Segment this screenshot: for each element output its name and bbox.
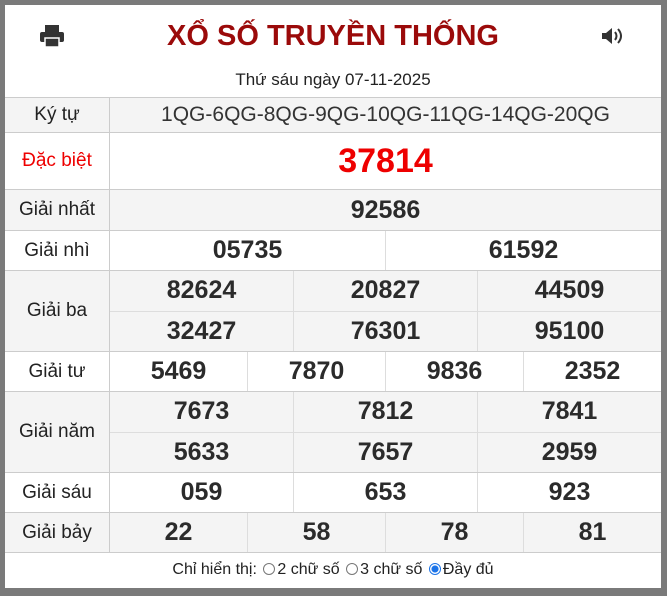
row-ky-tu: Ký tự 1QG-6QG-8QG-9QG-10QG-11QG-14QG-20Q… bbox=[5, 98, 661, 133]
display-filter: Chỉ hiển thị: 2 chữ số 3 chữ số Đầy đủ bbox=[5, 553, 661, 587]
row-giai-ba: Giải ba 82624 20827 44509 32427 76301 95… bbox=[5, 271, 661, 352]
row-label: Giải tư bbox=[5, 352, 110, 391]
lottery-panel: XỔ SỐ TRUYỀN THỐNG Thứ sáu ngày 07-11-20… bbox=[5, 5, 661, 588]
row-giai-sau: Giải sáu 059 653 923 bbox=[5, 473, 661, 513]
draw-date: Thứ sáu ngày 07-11-2025 bbox=[235, 70, 431, 89]
prize-number: 81 bbox=[523, 513, 661, 552]
page-title: XỔ SỐ TRUYỀN THỐNG bbox=[167, 20, 499, 52]
filter-label: Chỉ hiển thị: bbox=[172, 561, 257, 578]
radio-full[interactable] bbox=[428, 563, 441, 575]
prize-number: 61592 bbox=[385, 231, 661, 270]
option-label[interactable]: Đầy đủ bbox=[442, 561, 494, 578]
prize-number: 78 bbox=[385, 513, 523, 552]
row-label: Giải ba bbox=[5, 271, 110, 351]
results-table: Ký tự 1QG-6QG-8QG-9QG-10QG-11QG-14QG-20Q… bbox=[5, 97, 661, 553]
prize-number: 7870 bbox=[247, 352, 385, 391]
prize-number: 95100 bbox=[477, 311, 661, 351]
row-giai-nhi: Giải nhì 05735 61592 bbox=[5, 231, 661, 271]
option-label[interactable]: 3 chữ số bbox=[360, 561, 423, 578]
radio-3-digits[interactable] bbox=[346, 563, 359, 575]
row-label: Ký tự bbox=[5, 98, 110, 132]
prize-number: 653 bbox=[293, 473, 477, 512]
prize-number: 82624 bbox=[166, 276, 237, 305]
option-label[interactable]: 2 chữ số bbox=[277, 561, 340, 578]
prize-number: 22 bbox=[164, 518, 193, 546]
row-label: Đặc biệt bbox=[5, 133, 110, 189]
ky-tu-value: 1QG-6QG-8QG-9QG-10QG-11QG-14QG-20QG bbox=[161, 103, 610, 126]
prize-number: 58 bbox=[247, 513, 385, 552]
row-label: Giải bảy bbox=[5, 513, 110, 552]
prize-number: 7841 bbox=[477, 392, 661, 432]
header: XỔ SỐ TRUYỀN THỐNG bbox=[5, 5, 661, 67]
radio-2-digits[interactable] bbox=[263, 563, 276, 575]
prize-number: 9836 bbox=[385, 352, 523, 391]
special-prize-number: 37814 bbox=[338, 141, 433, 180]
prize-number: 2352 bbox=[523, 352, 661, 391]
prize-number: 5469 bbox=[150, 357, 207, 385]
prize-number: 7812 bbox=[293, 392, 477, 432]
row-giai-bay: Giải bảy 22 58 78 81 bbox=[5, 513, 661, 553]
row-label: Giải nhì bbox=[5, 231, 110, 270]
prize-number: 92586 bbox=[350, 195, 421, 224]
prize-number: 7673 bbox=[173, 397, 230, 426]
prize-number: 32427 bbox=[166, 316, 237, 345]
prize-number: 7657 bbox=[293, 432, 477, 472]
prize-number: 2959 bbox=[477, 432, 661, 472]
speaker-icon[interactable] bbox=[601, 27, 623, 50]
prize-number: 5633 bbox=[173, 437, 230, 466]
row-dac-biet: Đặc biệt 37814 bbox=[5, 133, 661, 190]
print-icon[interactable] bbox=[40, 25, 64, 52]
prize-number: 76301 bbox=[293, 311, 477, 351]
prize-number: 44509 bbox=[477, 271, 661, 311]
row-label: Giải sáu bbox=[5, 473, 110, 512]
row-giai-nam: Giải năm 7673 7812 7841 5633 7657 2959 bbox=[5, 392, 661, 473]
prize-number: 20827 bbox=[293, 271, 477, 311]
prize-number: 923 bbox=[477, 473, 661, 512]
row-giai-tu: Giải tư 5469 7870 9836 2352 bbox=[5, 352, 661, 392]
row-label: Giải nhất bbox=[5, 190, 110, 230]
row-giai-nhat: Giải nhất 92586 bbox=[5, 190, 661, 231]
prize-number: 059 bbox=[180, 478, 223, 506]
row-label: Giải năm bbox=[5, 392, 110, 472]
prize-number: 05735 bbox=[212, 236, 283, 264]
